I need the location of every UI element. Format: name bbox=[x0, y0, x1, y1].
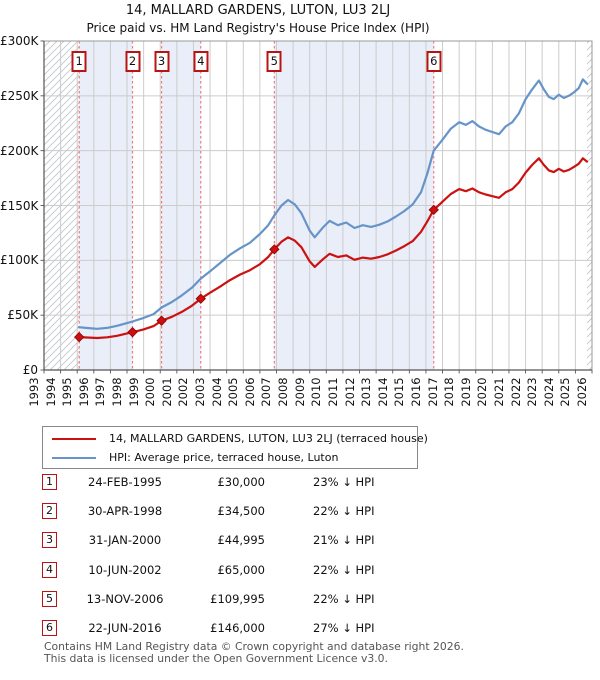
x-tick-label: 2011 bbox=[325, 377, 340, 407]
transaction-row: 5 13-NOV-2006 £109,995 22% ↓ HPI bbox=[0, 590, 600, 610]
y-tick-label: £100K bbox=[0, 253, 39, 268]
transaction-price: £65,000 bbox=[217, 562, 265, 577]
transaction-price: £109,995 bbox=[210, 591, 265, 606]
legend-row-price: 14, MALLARD GARDENS, LUTON, LU3 2LJ (ter… bbox=[43, 429, 428, 448]
x-tick-label: 2018 bbox=[442, 377, 457, 407]
x-tick-label: 2007 bbox=[259, 377, 274, 407]
y-tick-label: £150K bbox=[0, 198, 39, 213]
transaction-hpi-delta: 22% ↓ HPI bbox=[313, 562, 375, 577]
chart-title: 14, MALLARD GARDENS, LUTON, LU3 2LJ bbox=[125, 3, 391, 18]
hpi-line bbox=[77, 78, 589, 330]
x-tick-label: 1994 bbox=[43, 377, 58, 407]
transaction-marker-box: 2 bbox=[125, 51, 140, 72]
y-tick-label: £300K bbox=[0, 34, 39, 48]
transaction-row: 6 22-JUN-2016 £146,000 27% ↓ HPI bbox=[0, 620, 600, 639]
transaction-point bbox=[269, 244, 280, 255]
x-tick-label: 2017 bbox=[425, 377, 440, 407]
transaction-date: 10-JUN-2002 bbox=[88, 562, 162, 577]
transaction-hpi-delta: 22% ↓ HPI bbox=[313, 504, 375, 519]
transaction-marker-box: 3 bbox=[154, 51, 170, 72]
chart-subtitle: Price paid vs. HM Land Registry's House … bbox=[86, 21, 430, 35]
x-tick-label: 2021 bbox=[491, 377, 506, 407]
x-tick-label: 2006 bbox=[242, 377, 257, 407]
x-tick-label: 1999 bbox=[126, 377, 141, 407]
transaction-point bbox=[127, 326, 138, 338]
price-paid-line bbox=[78, 157, 589, 340]
chart-legend: 14, MALLARD GARDENS, LUTON, LU3 2LJ (ter… bbox=[42, 426, 428, 469]
transaction-number: 1 bbox=[42, 474, 57, 490]
x-tick-label: 2016 bbox=[408, 377, 423, 407]
transaction-date: 22-JUN-2016 bbox=[88, 621, 162, 635]
transaction-marker-box: 1 bbox=[71, 51, 87, 72]
x-tick-label: 2025 bbox=[558, 377, 573, 407]
transaction-number: 4 bbox=[42, 561, 57, 578]
plot-svg bbox=[40, 40, 593, 374]
x-tick-label: 2003 bbox=[193, 377, 208, 407]
x-tick-label: 2012 bbox=[342, 377, 357, 407]
x-tick-label: 2026 bbox=[575, 377, 589, 407]
transaction-price: £34,500 bbox=[217, 504, 265, 519]
x-tick-label: 2024 bbox=[541, 377, 556, 407]
x-tick-label: 2001 bbox=[159, 377, 174, 407]
transaction-number: 2 bbox=[42, 503, 57, 520]
transaction-row: 4 10-JUN-2002 £65,000 22% ↓ HPI bbox=[0, 561, 600, 581]
x-tick-label: 1993 bbox=[27, 377, 41, 407]
transaction-hpi-delta: 22% ↓ HPI bbox=[313, 591, 375, 606]
footer-line-1: Contains HM Land Registry data © Crown c… bbox=[44, 640, 464, 653]
hpi-line-swatch bbox=[52, 456, 96, 459]
x-tick-label: 2004 bbox=[209, 377, 224, 407]
transaction-date: 31-JAN-2000 bbox=[88, 533, 162, 548]
transaction-marker-box: 4 bbox=[193, 51, 209, 72]
x-tick-label: 2020 bbox=[475, 377, 490, 407]
transaction-number: 5 bbox=[42, 590, 57, 607]
transaction-row: 3 31-JAN-2000 £44,995 21% ↓ HPI bbox=[0, 532, 600, 551]
price-paid-chart: 14, MALLARD GARDENS, LUTON, LU3 2LJ Pric… bbox=[0, 3, 593, 407]
x-tick-label: 2013 bbox=[359, 377, 374, 407]
transaction-point bbox=[428, 204, 439, 216]
legend-label-hpi: HPI: Average price, terraced house, Luto… bbox=[109, 451, 339, 464]
price-line-swatch bbox=[52, 437, 96, 440]
x-tick-label: 2014 bbox=[375, 377, 390, 407]
x-tick-label: 2010 bbox=[309, 377, 324, 407]
transaction-number: 3 bbox=[42, 532, 57, 549]
x-tick-label: 2015 bbox=[392, 377, 407, 407]
transaction-hpi-delta: 21% ↓ HPI bbox=[313, 533, 375, 548]
y-tick-label: £200K bbox=[0, 143, 39, 158]
x-tick-label: 2009 bbox=[292, 377, 307, 407]
x-tick-label: 1997 bbox=[93, 377, 108, 407]
transaction-hpi-delta: 27% ↓ HPI bbox=[313, 621, 375, 635]
transaction-price: £146,000 bbox=[210, 621, 265, 635]
transaction-marker-box: 6 bbox=[426, 51, 442, 72]
transaction-date: 13-NOV-2006 bbox=[86, 591, 164, 606]
transaction-number: 6 bbox=[42, 620, 57, 636]
transaction-row: 2 30-APR-1998 £34,500 22% ↓ HPI bbox=[0, 503, 600, 522]
x-tick-label: 2022 bbox=[508, 377, 523, 407]
x-tick-label: 1998 bbox=[110, 377, 125, 407]
transaction-marker-box: 5 bbox=[266, 51, 282, 72]
x-tick-label: 2023 bbox=[525, 377, 540, 407]
x-tick-label: 2008 bbox=[276, 377, 291, 407]
x-tick-label: 2019 bbox=[458, 377, 473, 407]
legend-row-hpi: HPI: Average price, terraced house, Luto… bbox=[43, 448, 417, 467]
transaction-row: 1 24-FEB-1995 £30,000 23% ↓ HPI bbox=[0, 474, 600, 493]
x-tick-label: 2000 bbox=[143, 377, 158, 407]
x-tick-label: 2005 bbox=[226, 377, 241, 407]
transaction-price: £44,995 bbox=[217, 533, 265, 548]
transaction-point bbox=[74, 331, 85, 343]
y-tick-label: £0 bbox=[22, 363, 38, 377]
footer-line-2: This data is licensed under the Open Gov… bbox=[44, 651, 388, 665]
transaction-point bbox=[195, 293, 206, 304]
transaction-date: 24-FEB-1995 bbox=[88, 475, 162, 489]
transaction-price: £30,000 bbox=[217, 475, 265, 489]
x-tick-label: 1995 bbox=[60, 377, 75, 407]
transaction-hpi-delta: 23% ↓ HPI bbox=[313, 475, 375, 489]
transaction-date: 30-APR-1998 bbox=[87, 504, 163, 519]
x-tick-label: 2002 bbox=[176, 377, 191, 407]
y-tick-label: £50K bbox=[7, 308, 38, 323]
footer-license: Contains HM Land Registry data © Crown c… bbox=[44, 641, 464, 664]
x-tick-label: 1996 bbox=[76, 377, 91, 407]
transaction-point bbox=[156, 315, 167, 326]
legend-label-price: 14, MALLARD GARDENS, LUTON, LU3 2LJ (ter… bbox=[109, 432, 428, 445]
y-tick-label: £250K bbox=[0, 88, 39, 103]
